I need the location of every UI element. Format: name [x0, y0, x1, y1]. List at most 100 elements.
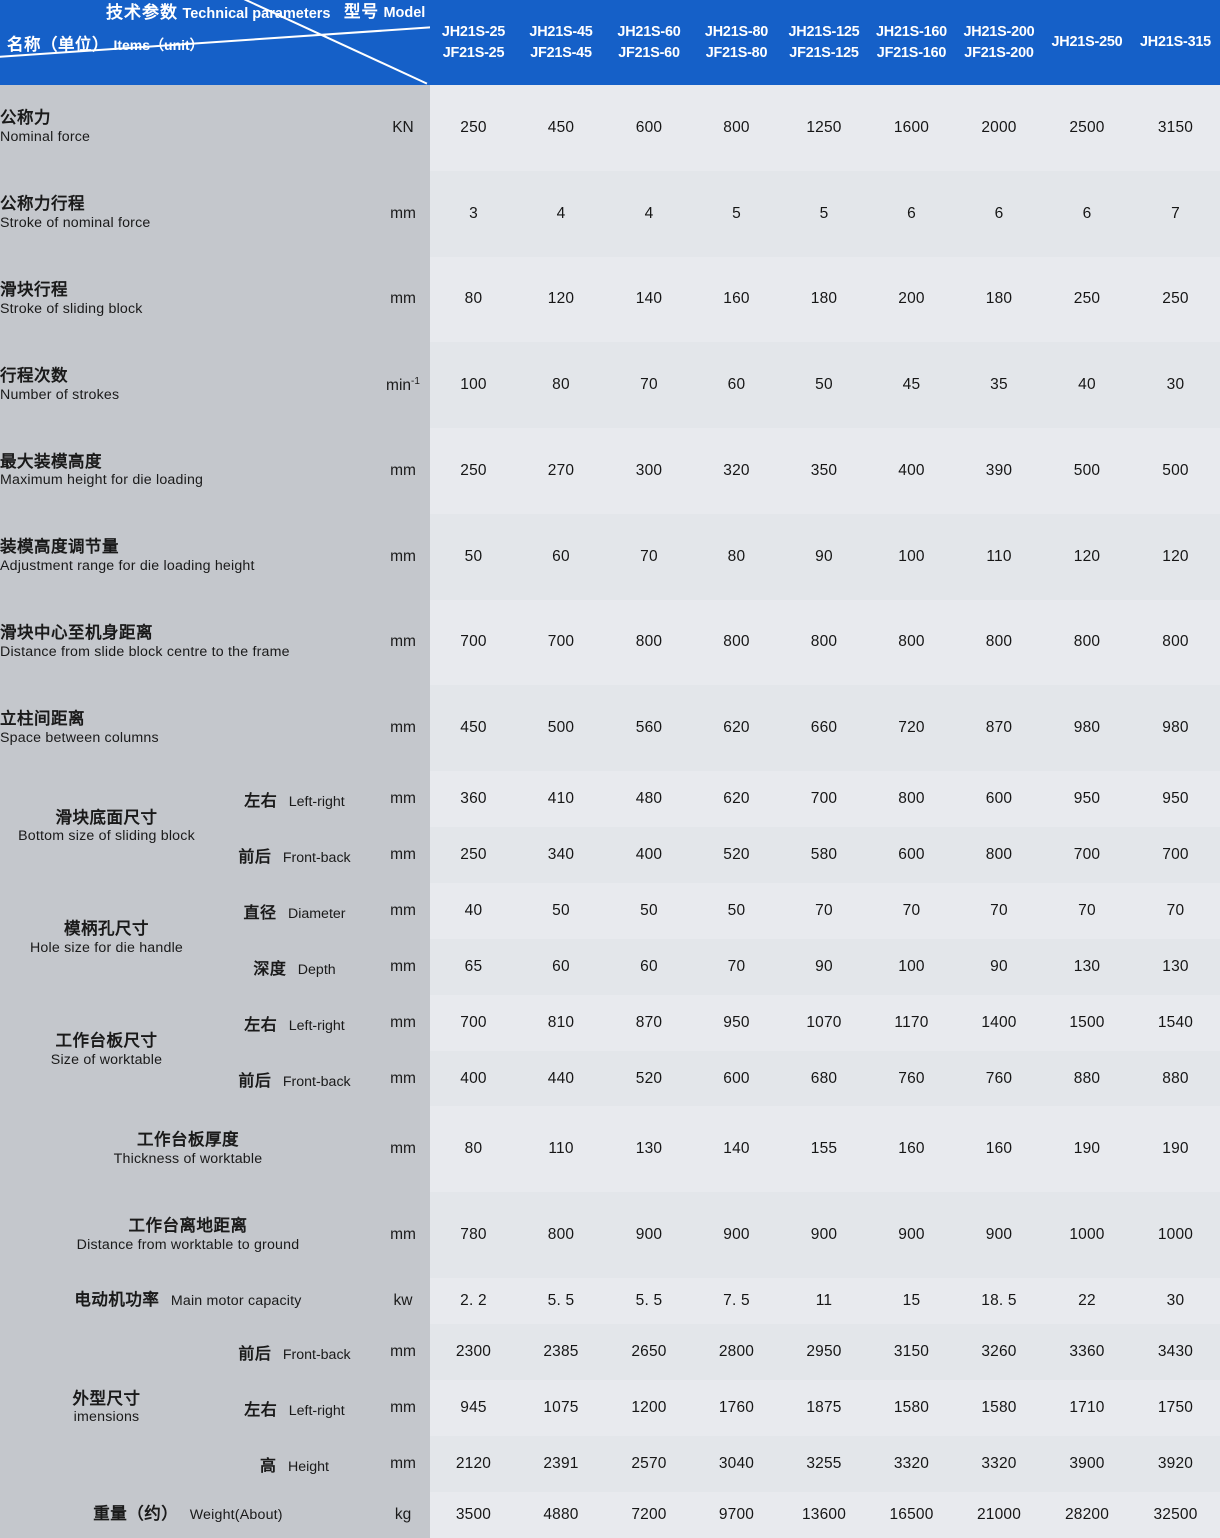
sub-row-label-cn: 左右: [244, 1401, 278, 1419]
data-cell: 980: [1043, 685, 1131, 772]
header-items-cn: 名称（单位）: [7, 36, 109, 54]
model-name-primary: JH21S-125: [788, 23, 860, 40]
data-cell: 700: [517, 599, 605, 686]
data-cell: 980: [1131, 685, 1220, 772]
group-label: 模柄孔尺寸 Hole size for die handle: [0, 882, 213, 995]
data-cell: 780: [430, 1192, 517, 1278]
row-label-cn: 电动机功率: [74, 1291, 160, 1310]
data-cell: 450: [517, 85, 605, 171]
model-column-header: JH21S-125 JF21S-125: [780, 0, 868, 85]
data-cell: 700: [430, 599, 517, 686]
data-cell: 400: [868, 428, 955, 514]
data-cell: 2000: [955, 85, 1043, 171]
data-cell: 70: [605, 342, 693, 429]
data-cell: 60: [605, 938, 693, 995]
sub-row-label: 前后 Front-back: [213, 1324, 376, 1380]
data-cell: 120: [517, 256, 605, 343]
data-cell: 800: [517, 1192, 605, 1278]
data-cell: 800: [955, 599, 1043, 686]
row-label-cn: 公称力: [0, 109, 51, 128]
data-cell: 140: [605, 256, 693, 343]
data-cell: 130: [605, 1106, 693, 1193]
data-cell: 760: [868, 1050, 955, 1107]
model-name-primary: JH21S-80: [704, 23, 769, 40]
data-cell: 7200: [605, 1491, 693, 1538]
model-name-primary: JH21S-315: [1139, 34, 1211, 51]
row-unit-text: min: [386, 376, 412, 394]
row-label-en: Adjustment range for die loading height: [0, 558, 255, 575]
data-cell: 1760: [693, 1379, 780, 1436]
data-cell: 6: [868, 170, 955, 257]
row-label-cn: 装模高度调节量: [0, 538, 119, 557]
row-unit: mm: [376, 1050, 430, 1107]
data-cell: 660: [780, 685, 868, 772]
group-label-cn: 工作台板尺寸: [55, 1032, 158, 1051]
data-cell: 3360: [1043, 1324, 1131, 1380]
data-cell: 50: [605, 882, 693, 939]
row-unit: mm: [376, 170, 430, 257]
row-unit: mm: [376, 938, 430, 995]
table-row: 外型尺寸 imensions 前后 Front-back mm 2300 238…: [0, 1324, 1220, 1492]
data-cell: 680: [780, 1050, 868, 1107]
data-cell: 60: [693, 342, 780, 429]
data-cell: 100: [868, 513, 955, 600]
row-label-en: Distance from worktable to ground: [76, 1236, 300, 1253]
model-name-primary: JH21S-200: [963, 23, 1035, 40]
model-name-primary: JH21S-60: [617, 23, 681, 40]
row-label: 工作台板厚度 Thickness of worktable: [0, 1106, 376, 1193]
data-cell: 760: [955, 1050, 1043, 1107]
model-column-header: JH21S-315: [1131, 0, 1220, 85]
data-cell: 100: [868, 938, 955, 995]
data-cell: 7: [1131, 170, 1220, 257]
model-name-secondary: JF21S-125: [789, 44, 859, 61]
data-cell: 21000: [955, 1491, 1043, 1538]
data-cell: 2. 2: [430, 1278, 517, 1325]
data-cell: 1075: [517, 1379, 605, 1436]
row-unit-exponent: -1: [411, 375, 420, 387]
sub-row-label-en: Left-right: [288, 794, 345, 811]
data-cell: 70: [1131, 882, 1220, 939]
data-cell: 880: [1131, 1050, 1220, 1107]
header-model-no-cn: 型号: [344, 3, 379, 21]
data-cell: 800: [605, 599, 693, 686]
data-cell: 2391: [517, 1435, 605, 1492]
data-cell: 45: [868, 342, 955, 429]
data-cell: 80: [517, 342, 605, 429]
data-cell: 1200: [605, 1379, 693, 1436]
row-label-cn: 公称力行程: [0, 195, 85, 214]
row-label-en: Space between columns: [0, 729, 159, 746]
model-column-header: JH21S-60 JF21S-60: [605, 0, 693, 85]
data-cell: 140: [693, 1106, 780, 1193]
data-cell: 15: [868, 1278, 955, 1325]
data-cell: 4880: [517, 1491, 605, 1538]
model-name-secondary: JF21S-25: [442, 44, 505, 61]
data-cell: 30: [1131, 342, 1220, 429]
data-cell: 2385: [517, 1324, 605, 1380]
data-cell: 700: [430, 994, 517, 1051]
data-cell: 50: [430, 513, 517, 600]
data-cell: 110: [955, 513, 1043, 600]
row-unit: mm: [376, 1192, 430, 1278]
data-cell: 50: [780, 342, 868, 429]
row-label-en: Main motor capacity: [170, 1293, 302, 1310]
data-cell: 800: [868, 771, 955, 828]
table-row: 工作台离地距离 Distance from worktable to groun…: [0, 1192, 1220, 1278]
data-cell: 22: [1043, 1278, 1131, 1325]
data-cell: 390: [955, 428, 1043, 514]
data-cell: 250: [430, 85, 517, 171]
header-row: 技术参数 Technical parameters 名称（单位） Items（u…: [0, 0, 1220, 85]
table-row: 高 Height mm 2120 2391 2570 3040 3255 332…: [0, 1435, 1220, 1492]
data-cell: 2570: [605, 1435, 693, 1492]
data-cell: 120: [1131, 513, 1220, 600]
data-cell: 3040: [693, 1435, 780, 1492]
data-cell: 3430: [1131, 1324, 1220, 1380]
data-cell: 250: [430, 827, 517, 883]
data-cell: 400: [430, 1050, 517, 1107]
sub-row-label-en: Left-right: [288, 1017, 345, 1034]
data-cell: 3320: [955, 1435, 1043, 1492]
sub-row-label: 高 Height: [213, 1435, 376, 1492]
data-cell: 250: [1131, 256, 1220, 343]
data-cell: 90: [780, 938, 868, 995]
sub-row-label: 左右 Left-right: [213, 771, 376, 828]
data-cell: 800: [1131, 599, 1220, 686]
